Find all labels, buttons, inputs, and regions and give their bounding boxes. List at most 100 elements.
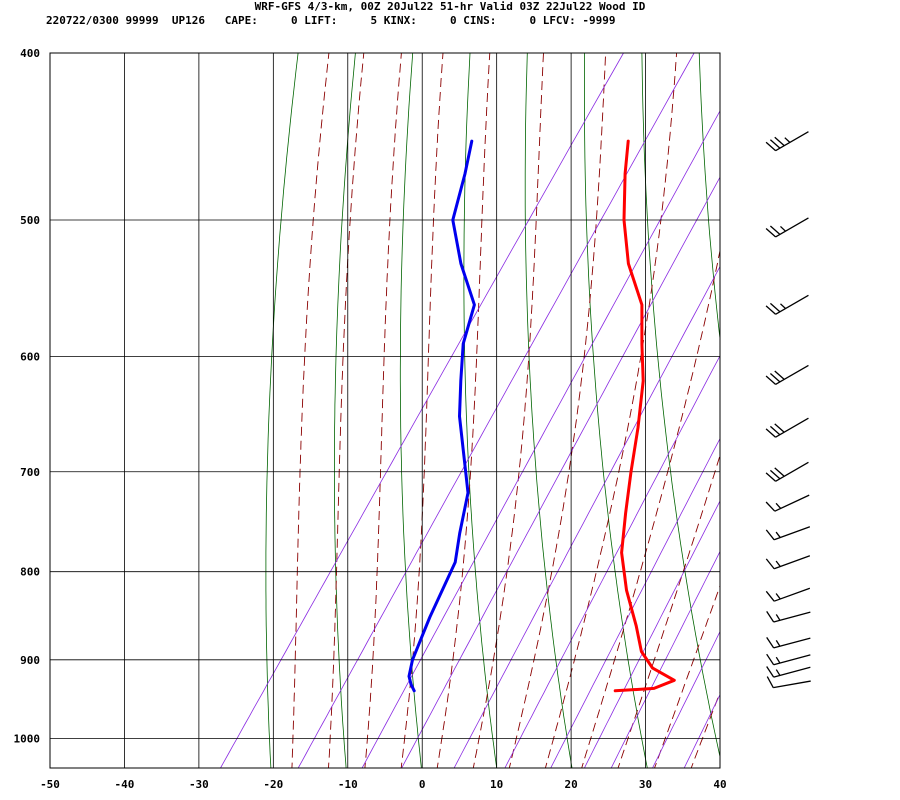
wind-barb xyxy=(765,494,810,512)
temperature-profile xyxy=(613,139,676,693)
moist-adiabat-line xyxy=(654,584,720,768)
barb-flag xyxy=(769,373,781,383)
barb-staff xyxy=(775,294,809,315)
mixing-ratio-line xyxy=(721,53,900,768)
dry-adiabat-line xyxy=(333,53,356,768)
x-tick-label: 20 xyxy=(564,778,577,791)
barb-half-flag xyxy=(780,303,786,310)
y-tick-label: 400 xyxy=(20,47,40,60)
barb-staff xyxy=(775,364,809,385)
moist-adiabat-line xyxy=(690,691,720,768)
barb-flag xyxy=(766,666,775,678)
barb-flag xyxy=(769,425,781,436)
x-tick-label: 10 xyxy=(490,778,503,791)
moist-adiabat-line xyxy=(727,53,900,772)
barb-staff xyxy=(773,637,811,649)
barb-staff xyxy=(773,526,811,541)
barb-flag xyxy=(769,225,781,235)
barb-half-flag xyxy=(775,656,781,664)
barb-flag xyxy=(765,428,776,438)
chart-title: WRF-GFS 4/3-km, 00Z 20Jul22 51-hr Valid … xyxy=(254,0,646,13)
dewpoint-profile xyxy=(407,139,476,693)
wind-barb xyxy=(765,461,809,482)
moist-adiabat-line xyxy=(581,248,720,768)
x-tick-label: 40 xyxy=(713,778,726,791)
dry-adiabat-line xyxy=(584,53,648,768)
barb-flag xyxy=(774,136,785,147)
grid xyxy=(49,52,721,768)
mixing-ratio-line xyxy=(610,550,720,768)
barb-half-flag xyxy=(775,502,782,509)
x-tick-label: 0 xyxy=(419,778,426,791)
barb-flag xyxy=(769,139,781,149)
wind-barb xyxy=(765,417,809,438)
mixing-ratio-line xyxy=(361,110,720,768)
barb-half-flag xyxy=(775,531,781,538)
barb-half-flag xyxy=(775,560,781,567)
barb-half-flag xyxy=(775,593,781,600)
dry-adiabat-line xyxy=(814,53,900,768)
stability-indices: 220722/0300 99999 UP126 CAPE: 0 LIFT: 5 … xyxy=(46,14,616,27)
barb-half-flag xyxy=(775,614,781,621)
moist-adiabat-line xyxy=(328,53,365,768)
barb-staff xyxy=(773,654,811,666)
background-lines xyxy=(220,53,900,772)
barb-staff xyxy=(773,555,811,570)
barb-half-flag xyxy=(775,669,781,676)
dry-adiabat-line xyxy=(757,53,874,768)
barb-flag xyxy=(765,501,776,512)
wind-barb xyxy=(765,217,809,238)
x-tick-label: 30 xyxy=(639,778,652,791)
wind-barb xyxy=(765,526,811,541)
barb-staff xyxy=(773,611,811,623)
barb-flag xyxy=(765,472,776,482)
moist-adiabat-line xyxy=(436,53,491,768)
dry-adiabat-line xyxy=(524,53,573,768)
barb-flag xyxy=(765,529,775,541)
x-tick-label: -20 xyxy=(263,778,283,791)
wind-barb xyxy=(766,676,811,689)
dry-adiabat-line xyxy=(698,53,720,343)
wind-barb xyxy=(765,555,811,570)
moist-adiabat-line xyxy=(472,53,544,768)
barb-staff xyxy=(773,666,811,678)
barb-flag xyxy=(766,653,775,666)
x-tick-label: -40 xyxy=(115,778,135,791)
barb-staff xyxy=(774,494,810,512)
barb-flag xyxy=(774,370,785,380)
y-tick-label: 900 xyxy=(20,654,40,667)
barb-staff xyxy=(775,417,809,438)
mixing-ratio-line xyxy=(504,354,720,768)
barb-flag xyxy=(769,302,781,313)
barb-flag xyxy=(765,590,775,602)
wind-barb xyxy=(766,653,811,666)
x-tick-label: -50 xyxy=(40,778,60,791)
wind-barb xyxy=(765,587,811,602)
y-tick-label: 500 xyxy=(20,214,40,227)
barb-flag xyxy=(766,611,775,623)
moist-adiabat-line xyxy=(508,53,607,768)
barb-flag xyxy=(766,636,775,649)
mixing-ratio-line xyxy=(550,437,720,768)
barb-staff xyxy=(773,587,811,602)
dry-adiabat-line xyxy=(463,53,498,768)
barb-flag xyxy=(774,423,785,433)
y-tick-label: 700 xyxy=(20,466,40,479)
profiles xyxy=(407,139,676,693)
wind-barb xyxy=(765,294,809,315)
dry-adiabat-line xyxy=(871,53,900,768)
barb-flag xyxy=(765,141,776,152)
mixing-ratio-line xyxy=(297,53,695,768)
barb-flag xyxy=(769,469,781,480)
mixing-ratio-line xyxy=(401,176,720,768)
mixing-ratio-line xyxy=(220,53,624,768)
barb-staff xyxy=(775,217,809,238)
wind-barbs xyxy=(765,131,811,689)
barb-flag xyxy=(774,467,785,477)
y-tick-label: 600 xyxy=(20,350,40,363)
mixing-ratio-line xyxy=(683,693,720,768)
barb-staff xyxy=(775,461,809,482)
dry-adiabat-line xyxy=(641,53,720,759)
barb-flag xyxy=(766,676,774,688)
